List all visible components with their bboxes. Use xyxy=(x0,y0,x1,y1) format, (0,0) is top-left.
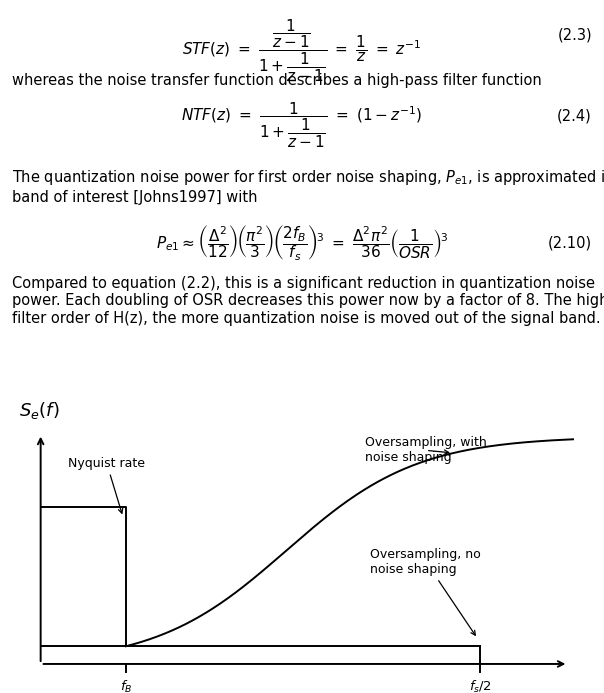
Text: $P_{e1} \approx \left(\dfrac{\Delta^2}{12}\right)\!\left(\dfrac{\pi^2}{3}\right): $P_{e1} \approx \left(\dfrac{\Delta^2}{1… xyxy=(156,223,448,263)
Text: $NTF(z) \ = \ \dfrac{1}{1 + \dfrac{1}{z-1}} \ = \ (1 - z^{-1})$: $NTF(z) \ = \ \dfrac{1}{1 + \dfrac{1}{z-… xyxy=(181,100,423,150)
Text: Compared to equation (2.2), this is a significant reduction in quantization nois: Compared to equation (2.2), this is a si… xyxy=(12,276,604,326)
Text: Nyquist rate: Nyquist rate xyxy=(68,457,145,514)
Text: $f_s/2$: $f_s/2$ xyxy=(469,679,492,693)
Text: (2.4): (2.4) xyxy=(557,109,592,124)
Text: $STF(z) \ = \ \dfrac{\dfrac{1}{z-1}}{1 + \dfrac{1}{z-1}} \ = \ \dfrac{1}{z} \ = : $STF(z) \ = \ \dfrac{\dfrac{1}{z-1}}{1 +… xyxy=(182,17,422,84)
Text: Oversampling, no
noise shaping: Oversampling, no noise shaping xyxy=(370,547,481,635)
Text: (2.3): (2.3) xyxy=(557,27,592,42)
Text: whereas the noise transfer function describes a high-pass filter function: whereas the noise transfer function desc… xyxy=(12,73,542,88)
Text: The quantization noise power for first order noise shaping, $P_{e1}$, is approxi: The quantization noise power for first o… xyxy=(12,168,604,205)
Text: $f_B$: $f_B$ xyxy=(120,679,132,693)
Text: Oversampling, with
noise shaping: Oversampling, with noise shaping xyxy=(365,437,487,464)
Text: $S_e(f)$: $S_e(f)$ xyxy=(19,400,59,421)
Text: (2.10): (2.10) xyxy=(548,236,592,251)
